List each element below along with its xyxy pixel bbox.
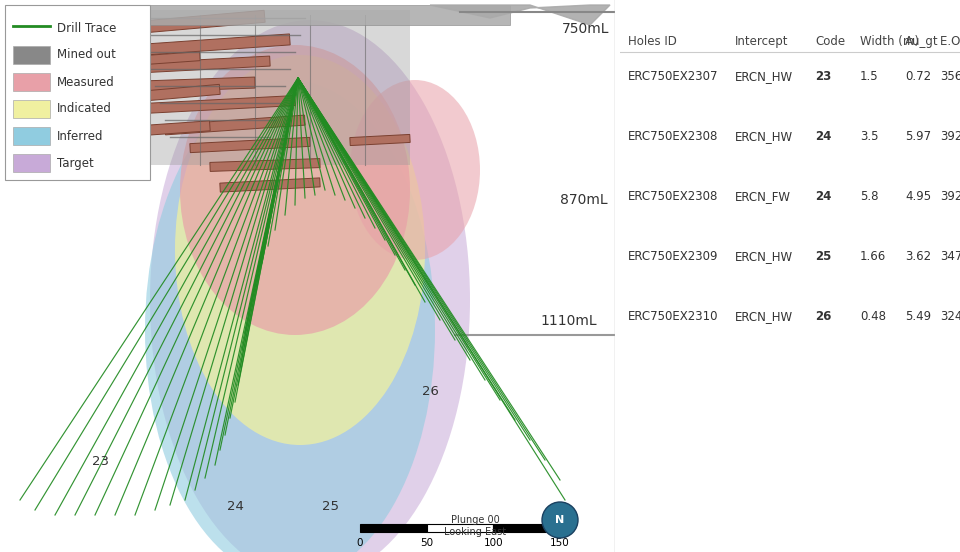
Bar [90, 52, 201, 68]
Bar [115, 77, 255, 93]
Text: 24: 24 [815, 190, 831, 203]
Text: 100: 100 [484, 538, 503, 548]
Text: 26: 26 [815, 310, 831, 323]
Bar [220, 178, 321, 192]
Bar [13, 154, 50, 172]
Text: 5.8: 5.8 [860, 190, 878, 203]
Text: ERCN_HW: ERCN_HW [735, 250, 793, 263]
Circle shape [542, 502, 578, 538]
Bar [125, 95, 295, 114]
Text: 1110mL: 1110mL [540, 314, 596, 328]
Text: E.O.H (m): E.O.H (m) [940, 35, 960, 48]
Text: 24: 24 [227, 500, 244, 513]
Text: 0.48: 0.48 [860, 310, 886, 323]
Text: ERC750EX2308: ERC750EX2308 [628, 190, 718, 203]
Text: 347.40: 347.40 [940, 250, 960, 263]
Ellipse shape [350, 80, 480, 260]
Text: ERCN_HW: ERCN_HW [735, 310, 793, 323]
Text: 0.72: 0.72 [905, 70, 931, 83]
Text: Measured: Measured [57, 76, 115, 88]
Text: 26: 26 [421, 385, 439, 398]
Text: 4.95: 4.95 [905, 190, 931, 203]
Text: 1.5: 1.5 [860, 70, 878, 83]
Text: 5.97: 5.97 [905, 130, 931, 143]
Bar [13, 127, 50, 145]
Text: Intercept: Intercept [735, 35, 788, 48]
FancyBboxPatch shape [5, 5, 150, 180]
Text: Inferred: Inferred [57, 130, 104, 142]
Text: 324.50: 324.50 [940, 310, 960, 323]
Text: 25: 25 [815, 250, 831, 263]
Text: 23: 23 [91, 455, 108, 468]
Text: Indicated: Indicated [57, 103, 112, 115]
Bar [210, 158, 320, 172]
Text: ERCN_HW: ERCN_HW [735, 70, 793, 83]
Text: ERCN_FW: ERCN_FW [735, 190, 791, 203]
Text: 870mL: 870mL [560, 193, 608, 207]
Ellipse shape [180, 45, 410, 335]
Text: ERC750EX2308: ERC750EX2308 [628, 130, 718, 143]
Text: ERC750EX2307: ERC750EX2307 [628, 70, 718, 83]
Text: 750mL: 750mL [562, 22, 610, 36]
Bar [13, 100, 50, 118]
Text: 23: 23 [815, 70, 831, 83]
Text: 0: 0 [357, 538, 363, 548]
Text: Drill Trace: Drill Trace [57, 22, 116, 34]
Text: Mined out: Mined out [57, 49, 116, 61]
Bar [130, 5, 510, 25]
Text: Code: Code [815, 35, 845, 48]
Text: 3.5: 3.5 [860, 130, 878, 143]
Text: 1.66: 1.66 [860, 250, 886, 263]
Text: Au_gt: Au_gt [905, 35, 939, 48]
Text: Plunge 00
Looking East: Plunge 00 Looking East [444, 515, 506, 537]
Bar [130, 10, 410, 165]
Bar [13, 46, 50, 64]
Text: 150: 150 [550, 538, 570, 548]
Bar [426, 524, 493, 532]
Text: 356.25: 356.25 [940, 70, 960, 83]
Text: 25: 25 [322, 500, 339, 513]
Text: 5.49: 5.49 [905, 310, 931, 323]
Text: Holes ID: Holes ID [628, 35, 677, 48]
Ellipse shape [145, 80, 435, 552]
Bar [165, 115, 305, 135]
Bar [130, 34, 290, 56]
Bar [493, 524, 560, 532]
Text: ERCN_HW: ERCN_HW [735, 130, 793, 143]
Text: ERC750EX2309: ERC750EX2309 [628, 250, 718, 263]
Text: ERC750EX2310: ERC750EX2310 [628, 310, 718, 323]
Bar [90, 121, 210, 139]
Text: N: N [556, 515, 564, 525]
Text: 392.40: 392.40 [940, 190, 960, 203]
Text: Width (m): Width (m) [860, 35, 919, 48]
Text: 392.40: 392.40 [940, 130, 960, 143]
Polygon shape [430, 5, 610, 25]
Bar [120, 56, 270, 74]
Bar [360, 524, 426, 532]
Bar [65, 10, 265, 40]
Ellipse shape [175, 55, 425, 445]
Bar [190, 137, 310, 153]
Text: Target: Target [57, 157, 94, 169]
Bar [13, 73, 50, 91]
Text: 24: 24 [815, 130, 831, 143]
Ellipse shape [150, 20, 470, 552]
Text: 3.62: 3.62 [905, 250, 931, 263]
Bar [349, 135, 410, 146]
Bar [90, 84, 220, 105]
Text: 50: 50 [420, 538, 433, 548]
